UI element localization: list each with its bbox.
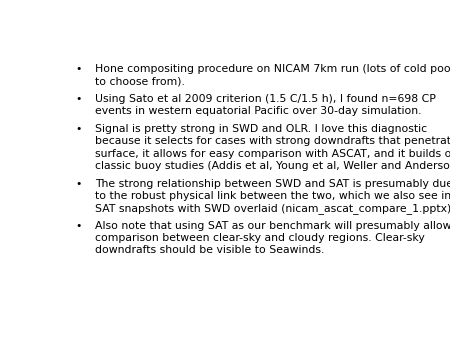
Text: SAT snapshots with SWD overlaid (nicam_ascat_compare_1.pptx).: SAT snapshots with SWD overlaid (nicam_a… [95, 203, 450, 214]
Text: Using Sato et al 2009 criterion (1.5 C/1.5 h), I found n=698 CP: Using Sato et al 2009 criterion (1.5 C/1… [95, 94, 436, 104]
Text: comparison between clear-sky and cloudy regions. Clear-sky: comparison between clear-sky and cloudy … [95, 233, 425, 243]
Text: Signal is pretty strong in SWD and OLR. I love this diagnostic: Signal is pretty strong in SWD and OLR. … [95, 124, 427, 134]
Text: because it selects for cases with strong downdrafts that penetrate to: because it selects for cases with strong… [95, 136, 450, 146]
Text: classic buoy studies (Addis et al, Young et al, Weller and Anderson).: classic buoy studies (Addis et al, Young… [95, 161, 450, 171]
Text: •: • [76, 64, 82, 74]
Text: downdrafts should be visible to Seawinds.: downdrafts should be visible to Seawinds… [95, 245, 324, 255]
Text: events in western equatorial Pacific over 30-day simulation.: events in western equatorial Pacific ove… [95, 106, 422, 116]
Text: surface, it allows for easy comparison with ASCAT, and it builds on: surface, it allows for easy comparison w… [95, 149, 450, 159]
Text: Also note that using SAT as our benchmark will presumably allow: Also note that using SAT as our benchmar… [95, 221, 450, 231]
Text: The strong relationship between SWD and SAT is presumably due: The strong relationship between SWD and … [95, 178, 450, 189]
Text: to choose from).: to choose from). [95, 76, 185, 87]
Text: •: • [76, 178, 82, 189]
Text: •: • [76, 124, 82, 134]
Text: Hone compositing procedure on NICAM 7km run (lots of cold pools: Hone compositing procedure on NICAM 7km … [95, 64, 450, 74]
Text: •: • [76, 94, 82, 104]
Text: to the robust physical link between the two, which we also see in the: to the robust physical link between the … [95, 191, 450, 201]
Text: •: • [76, 221, 82, 231]
